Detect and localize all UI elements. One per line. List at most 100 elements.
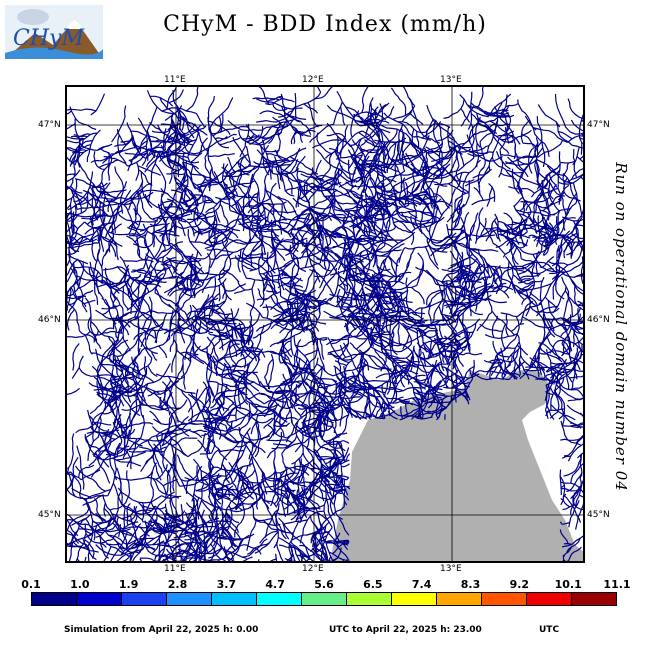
- river-segment: [386, 154, 419, 173]
- river-segment: [245, 145, 251, 166]
- river-segment: [91, 237, 98, 263]
- river-segment: [452, 312, 460, 334]
- river-segment: [609, 172, 624, 197]
- river-segment: [293, 131, 297, 144]
- river-segment: [372, 413, 378, 419]
- river-segment: [96, 393, 118, 401]
- river-segment: [342, 439, 350, 444]
- river-segment: [492, 242, 506, 256]
- river-segment: [486, 120, 499, 154]
- river-segment: [371, 274, 383, 286]
- river-segment: [538, 342, 568, 367]
- river-segment: [203, 438, 214, 452]
- river-segment: [443, 285, 447, 303]
- river-segment: [156, 124, 197, 143]
- river-segment: [184, 255, 205, 260]
- river-segment: [229, 210, 259, 217]
- river-segment: [332, 101, 343, 125]
- river-segment: [249, 399, 275, 416]
- river-segment: [190, 559, 197, 562]
- river-segment: [66, 291, 68, 294]
- river-segment: [42, 547, 64, 555]
- river-segment: [180, 504, 184, 522]
- river-segment: [560, 487, 582, 492]
- river-segment: [234, 570, 249, 574]
- river-segment: [153, 330, 158, 344]
- river-segment: [426, 104, 455, 140]
- river-segment: [66, 235, 81, 245]
- river-segment: [87, 436, 100, 462]
- scale-label: 5.6: [314, 578, 334, 591]
- river-segment: [31, 414, 53, 420]
- river-segment: [210, 241, 221, 245]
- river-segment: [117, 391, 141, 417]
- river-segment: [263, 358, 274, 378]
- river-segment: [114, 348, 129, 358]
- river-segment: [561, 455, 571, 459]
- river-segment: [462, 352, 482, 356]
- river-segment: [456, 391, 469, 402]
- river-segment: [226, 155, 245, 174]
- river-segment: [450, 375, 470, 405]
- river-segment: [519, 355, 537, 380]
- river-segment: [543, 244, 551, 256]
- river-segment: [431, 139, 470, 162]
- river-segment: [388, 356, 413, 407]
- river-segment: [589, 499, 604, 508]
- scale-swatch: [437, 593, 482, 605]
- river-segment: [321, 391, 347, 398]
- river-segment: [132, 243, 153, 249]
- river-segment: [143, 281, 162, 288]
- river-segment: [77, 259, 96, 277]
- river-segment: [562, 425, 582, 429]
- river-segment: [382, 296, 408, 305]
- river-segment: [166, 256, 185, 279]
- river-segment: [289, 301, 295, 320]
- river-segment: [83, 542, 90, 562]
- river-segment: [297, 230, 304, 243]
- river-segment: [107, 431, 141, 440]
- river-segment: [190, 263, 205, 274]
- river-segment: [289, 245, 307, 273]
- river-segment: [386, 308, 412, 315]
- river-segment: [66, 542, 88, 549]
- river-segment: [125, 190, 144, 200]
- river-segment: [100, 407, 117, 415]
- river-segment: [126, 502, 131, 526]
- river-segment: [311, 331, 314, 344]
- river-segment: [391, 201, 409, 208]
- river-segment: [403, 370, 410, 385]
- river-segment: [262, 258, 276, 274]
- river-segment: [323, 480, 333, 528]
- river-segment: [493, 114, 515, 121]
- river-segment: [228, 341, 238, 367]
- scale-swatch: [302, 593, 347, 605]
- river-segment: [238, 470, 254, 491]
- river-segment: [432, 369, 448, 378]
- river-segment: [537, 140, 564, 158]
- river-segment: [564, 290, 573, 317]
- river-segment: [29, 135, 53, 145]
- river-segment: [562, 554, 565, 562]
- river-segment: [338, 442, 344, 461]
- chym-logo: CHyM: [5, 5, 103, 59]
- river-segment: [123, 258, 154, 263]
- river-segment: [194, 250, 204, 284]
- river-segment: [109, 243, 117, 257]
- river-segment: [553, 389, 566, 426]
- river-segment: [96, 369, 101, 394]
- river-segment: [252, 177, 261, 202]
- river-segment: [324, 184, 357, 197]
- river-segment: [430, 411, 435, 417]
- scale-swatch: [392, 593, 437, 605]
- river-segment: [190, 259, 202, 263]
- river-segment: [368, 396, 378, 419]
- river-segment: [604, 205, 614, 227]
- river-segment: [117, 487, 163, 504]
- river-segment: [214, 133, 237, 140]
- river-segment: [471, 123, 497, 137]
- logo-text: CHyM: [13, 26, 84, 51]
- river-segment: [540, 367, 561, 385]
- river-segment: [425, 120, 437, 140]
- river-segment: [586, 132, 606, 162]
